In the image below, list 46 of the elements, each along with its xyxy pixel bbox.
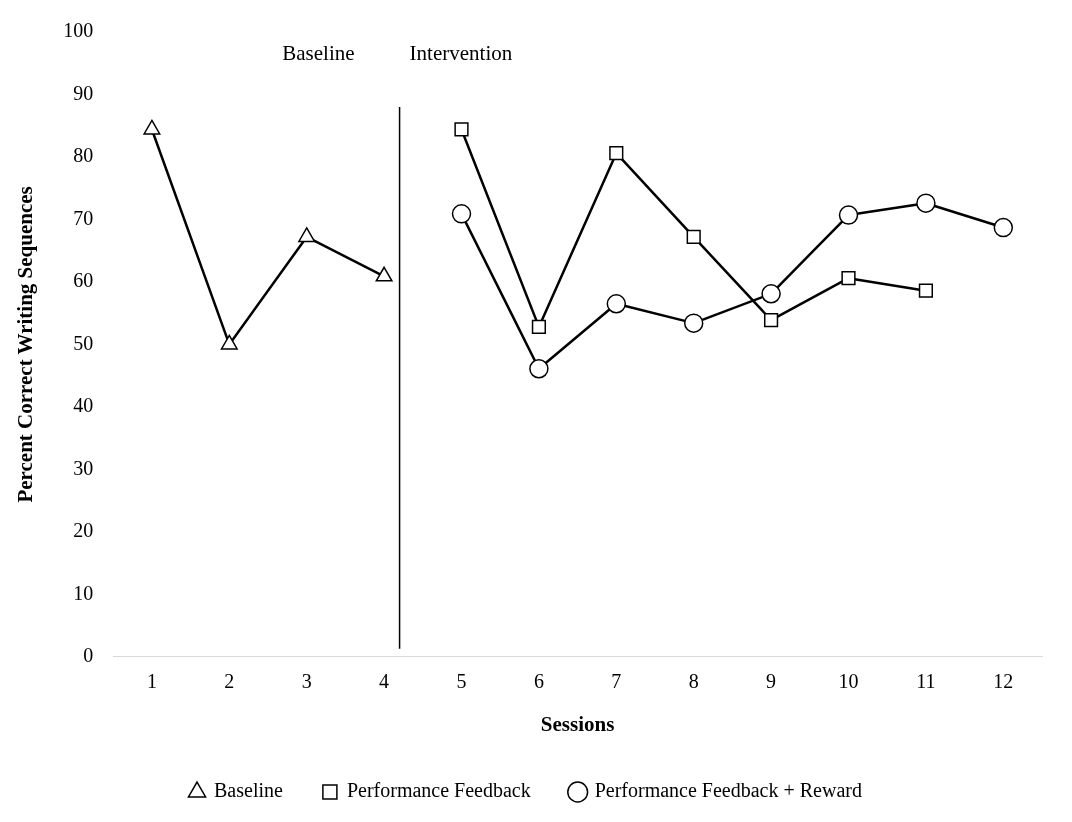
point <box>609 146 624 161</box>
point <box>454 122 469 137</box>
point <box>451 204 472 224</box>
y-tick-label: 90 <box>73 81 94 104</box>
y-tick-label: 80 <box>73 144 94 167</box>
y-tick-label: 60 <box>73 269 94 292</box>
x-tick-label: 12 <box>993 670 1014 693</box>
y-tick-label: 50 <box>73 331 94 354</box>
point <box>298 227 316 243</box>
x-tick-label: 11 <box>916 670 936 693</box>
legend-label: Baseline <box>214 779 284 802</box>
point <box>838 205 859 225</box>
x-tick-label: 8 <box>688 670 699 693</box>
legend-label: Performance Feedback <box>346 779 531 802</box>
y-tick-label: 0 <box>83 644 94 667</box>
x-tick-label: 10 <box>838 670 859 693</box>
x-tick-label: 7 <box>611 670 622 693</box>
point <box>916 193 936 213</box>
x-tick-label: 6 <box>533 670 544 693</box>
point <box>686 229 701 245</box>
y-tick-label: 100 <box>63 19 94 42</box>
point <box>606 294 627 314</box>
legend-label: Performance Feedback + Reward <box>594 779 862 802</box>
point <box>683 313 704 333</box>
y-tick-label: 30 <box>73 456 94 479</box>
point <box>531 319 547 335</box>
x-tick-label: 1 <box>146 670 157 693</box>
x-tick-label: 5 <box>456 670 467 693</box>
y-axis-title: Percent Correct Writing Sequences <box>13 186 38 503</box>
x-tick-label: 9 <box>766 670 777 693</box>
y-tick-label: 40 <box>73 394 94 417</box>
point <box>529 359 549 379</box>
point <box>918 283 934 298</box>
y-tick-label: 70 <box>73 206 94 229</box>
point <box>763 312 779 328</box>
point <box>761 284 781 304</box>
y-tick-label: 20 <box>73 519 94 542</box>
annotation: Baseline <box>282 40 355 65</box>
x-tick-label: 3 <box>301 670 312 693</box>
point <box>993 217 1014 238</box>
x-axis-title: Sessions <box>540 711 615 736</box>
point <box>841 271 856 286</box>
x-tick-label: 2 <box>224 670 235 693</box>
x-tick-label: 4 <box>379 670 390 693</box>
y-tick-label: 10 <box>73 581 94 604</box>
annotation: Intervention <box>409 40 513 65</box>
